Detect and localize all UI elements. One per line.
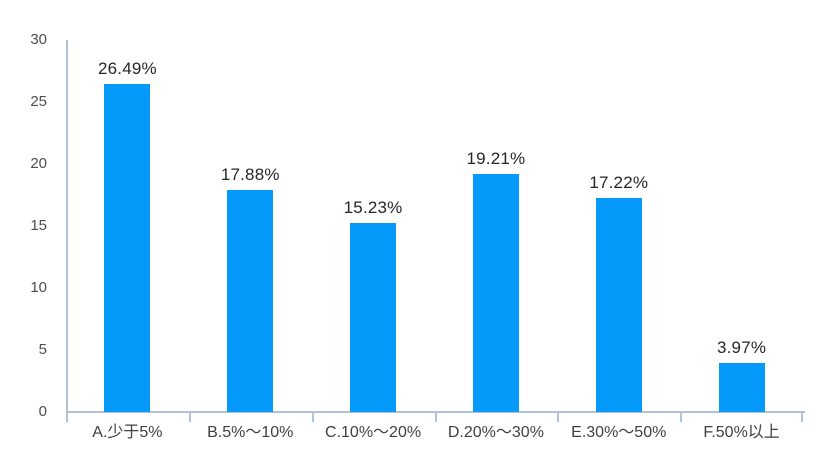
y-tick-label: 5 xyxy=(38,341,47,358)
y-axis-line xyxy=(66,40,68,413)
y-tick-label: 30 xyxy=(30,31,47,48)
category-label: B.5%～10% xyxy=(207,424,294,441)
category-label: F.50%以上 xyxy=(703,424,780,441)
x-tick-mark xyxy=(188,412,191,422)
bar xyxy=(472,173,519,412)
bar-value-label: 3.97% xyxy=(716,337,767,357)
y-tick-label: 0 xyxy=(38,403,47,420)
category-label: E.30%～50% xyxy=(571,424,667,441)
y-tick-label: 10 xyxy=(30,279,47,296)
bar-value-label: 17.88% xyxy=(220,165,280,185)
x-tick-mark xyxy=(434,412,437,422)
bar-value-label: 26.49% xyxy=(97,58,157,78)
bar-value-label: 15.23% xyxy=(343,198,403,218)
x-tick-mark xyxy=(557,412,560,422)
category-label: D.20%～30% xyxy=(447,424,544,441)
y-tick-label: 25 xyxy=(30,93,47,110)
x-tick-mark xyxy=(680,412,683,422)
y-tick-label: 15 xyxy=(30,217,47,234)
bar xyxy=(350,223,397,412)
bar xyxy=(104,83,151,412)
category-label: C.10%～20% xyxy=(325,424,422,441)
bar-value-label: 17.22% xyxy=(589,173,649,193)
x-tick-mark xyxy=(311,412,314,422)
bar xyxy=(227,190,274,412)
y-tick-label: 20 xyxy=(30,155,47,172)
bar xyxy=(595,198,642,412)
x-tick-mark xyxy=(801,412,803,422)
category-label: A.少于5% xyxy=(92,424,163,441)
bar-value-label: 19.21% xyxy=(466,148,526,168)
bar xyxy=(718,362,765,412)
x-tick-mark xyxy=(66,412,68,422)
